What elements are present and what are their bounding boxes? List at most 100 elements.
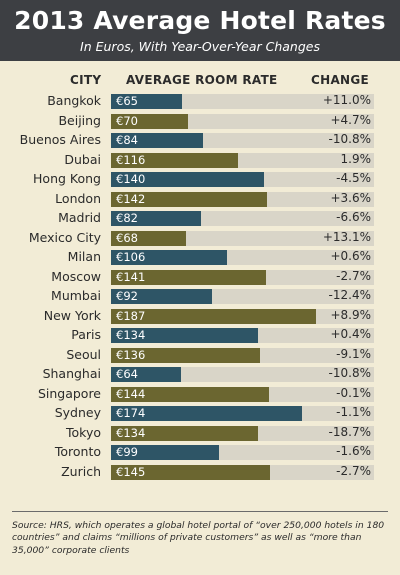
rate-value-label: €134 (116, 328, 146, 342)
city-label: Hong Kong (33, 171, 101, 186)
city-label: Madrid (58, 210, 101, 225)
bar-track: €141 (111, 269, 374, 285)
city-label: Buenos Aires (19, 132, 101, 147)
column-header-change: CHANGE (311, 73, 370, 87)
rate-value-label: €187 (116, 308, 146, 323)
city-label: Beijing (58, 112, 101, 128)
table-row: Mexico City €68 +13.1% (0, 228, 400, 247)
table-row: Dubai €116 1.9% (0, 150, 400, 169)
change-value: -4.5% (336, 171, 371, 185)
bar-track: €134 (111, 425, 374, 441)
rate-bar: €116 (111, 152, 238, 168)
change-value: -1.1% (336, 405, 371, 419)
column-header-city: CITY (70, 73, 102, 87)
change-value: 1.9% (340, 151, 372, 166)
rate-value-label: €99 (116, 445, 138, 459)
rate-value-label: €142 (116, 191, 146, 206)
table-row: Madrid €82 -6.6% (0, 208, 400, 227)
bar-track: €134 (111, 328, 374, 343)
rate-bar: €141 (111, 269, 266, 285)
table-row: Bangkok €65 +11.0% (0, 91, 400, 110)
bar-track: €82 (111, 211, 374, 226)
city-label: Mexico City (28, 229, 101, 245)
table-row: Toronto €99 -1.6% (0, 442, 400, 461)
table-row: Moscow €141 -2.7% (0, 267, 400, 286)
bar-track: €145 (111, 464, 374, 480)
rate-bar: €134 (111, 328, 258, 343)
city-label: Singapore (37, 385, 101, 401)
bar-track: €99 (111, 445, 374, 460)
rate-value-label: €70 (116, 113, 138, 128)
rate-value-label: €92 (116, 289, 138, 303)
bar-track: €84 (111, 133, 374, 148)
rate-bar: €142 (111, 191, 267, 207)
change-value: -0.1% (336, 385, 371, 400)
change-value: +3.6% (330, 190, 371, 205)
change-value: -2.7% (336, 268, 371, 283)
rate-value-label: €140 (116, 172, 146, 186)
table-row: Zurich €145 -2.7% (0, 462, 400, 481)
change-value: -9.1% (336, 346, 371, 361)
bar-track: €92 (111, 289, 374, 304)
rate-bar: €134 (111, 425, 258, 441)
chart-header: 2013 Average Hotel Rates In Euros, With … (0, 0, 400, 61)
rate-bar: €84 (111, 133, 203, 148)
rate-bar: €106 (111, 250, 227, 265)
city-label: Dubai (64, 151, 101, 167)
city-label: Seoul (66, 346, 101, 362)
bar-track: €140 (111, 172, 374, 187)
rate-bar: €187 (111, 308, 316, 324)
table-row: New York €187 +8.9% (0, 306, 400, 325)
table-row: Mumbai €92 -12.4% (0, 286, 400, 305)
city-label: Paris (71, 327, 101, 342)
bar-track: €116 (111, 152, 374, 168)
rate-bar: €68 (111, 230, 186, 246)
city-label: Mumbai (51, 288, 101, 303)
rate-bar: €92 (111, 289, 212, 304)
change-value: -6.6% (336, 210, 371, 224)
bar-track: €70 (111, 113, 374, 129)
change-value: +0.4% (330, 327, 371, 341)
chart-subtitle: In Euros, With Year-Over-Year Changes (80, 39, 320, 54)
rate-bar: €82 (111, 211, 201, 226)
change-value: +0.6% (330, 249, 371, 263)
source-note: Source: HRS, which operates a global hot… (12, 520, 385, 556)
rate-value-label: €64 (116, 367, 138, 381)
bar-track: €64 (111, 367, 374, 382)
city-label: London (55, 190, 101, 206)
city-label: New York (43, 307, 101, 323)
city-label: Shanghai (42, 366, 101, 381)
table-row: Milan €106 +0.6% (0, 247, 400, 266)
rate-value-label: €82 (116, 211, 138, 225)
column-header-rate: AVERAGE ROOM RATE (126, 73, 278, 87)
change-value: +4.7% (330, 112, 371, 127)
change-value: +8.9% (330, 307, 371, 322)
change-value: -10.8% (328, 132, 371, 146)
rate-bar: €99 (111, 445, 219, 460)
rate-value-label: €116 (116, 152, 146, 167)
table-row: Shanghai €64 -10.8% (0, 364, 400, 383)
city-label: Milan (67, 249, 101, 264)
bar-track: €187 (111, 308, 374, 324)
rate-value-label: €144 (116, 386, 146, 401)
table-row: Seoul €136 -9.1% (0, 345, 400, 364)
rate-value-label: €141 (116, 269, 146, 284)
rate-value-label: €65 (116, 94, 138, 108)
chart-title: 2013 Average Hotel Rates (14, 6, 386, 35)
rate-bar: €65 (111, 94, 182, 109)
city-label: Toronto (54, 444, 101, 459)
rate-bar: €64 (111, 367, 181, 382)
table-row: Sydney €174 -1.1% (0, 403, 400, 422)
table-row: Buenos Aires €84 -10.8% (0, 130, 400, 149)
table-row: Paris €134 +0.4% (0, 325, 400, 344)
city-label: Sydney (54, 405, 101, 420)
bar-track: €136 (111, 347, 374, 363)
bar-track: €142 (111, 191, 374, 207)
city-label: Tokyo (66, 424, 101, 440)
rate-value-label: €68 (116, 230, 138, 245)
rate-bar: €140 (111, 172, 264, 187)
change-value: -2.7% (336, 463, 371, 478)
bar-track: €144 (111, 386, 374, 402)
table-row: Tokyo €134 -18.7% (0, 423, 400, 442)
change-value: +13.1% (322, 229, 371, 244)
